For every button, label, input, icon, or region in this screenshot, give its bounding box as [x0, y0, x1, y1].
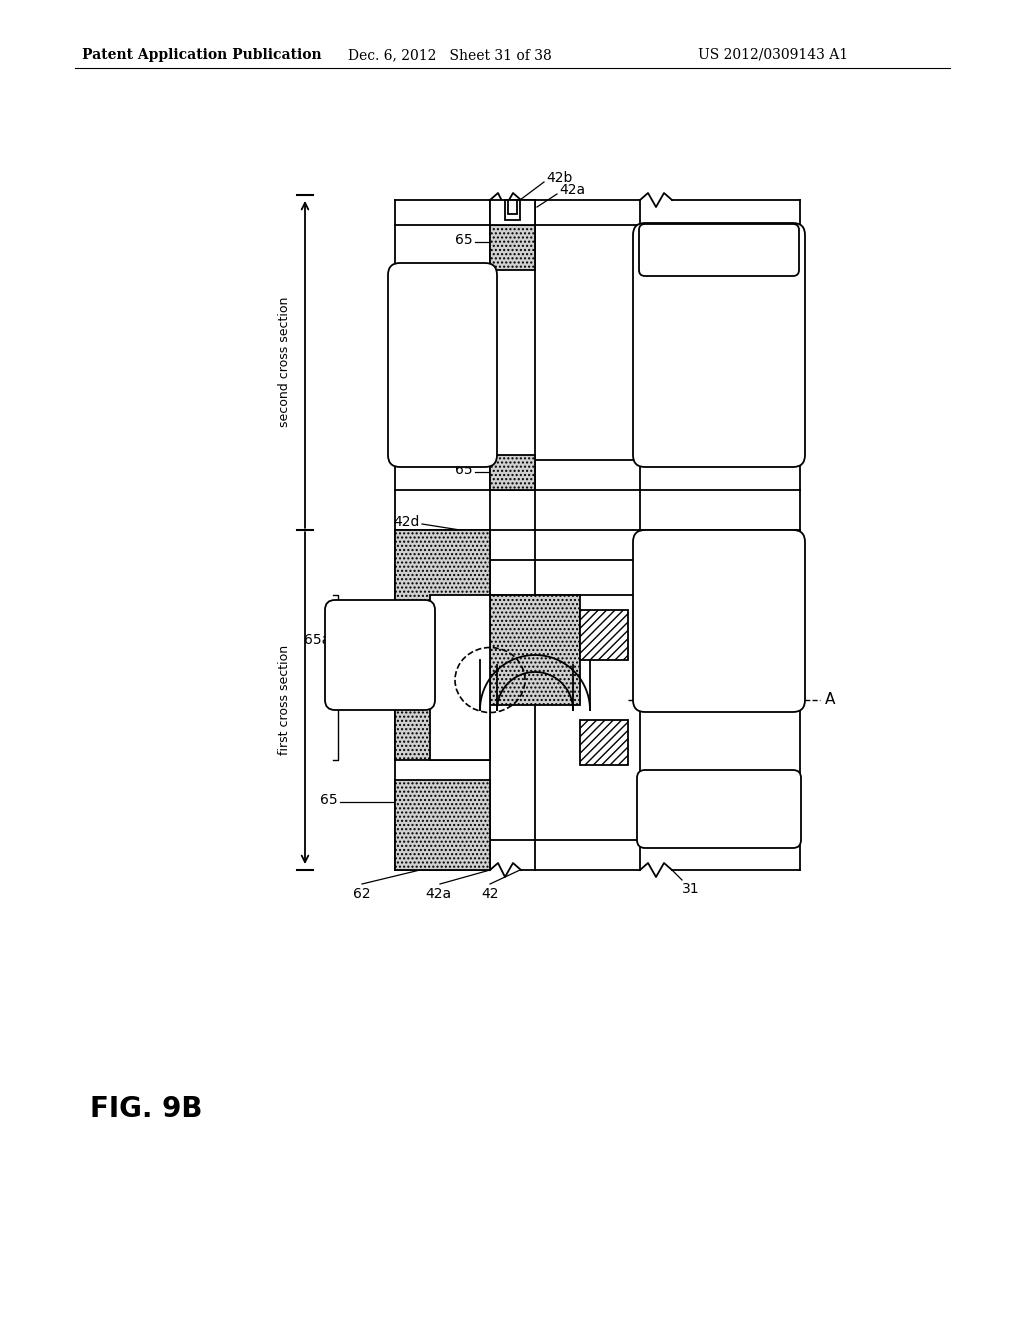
FancyBboxPatch shape — [633, 531, 805, 711]
Bar — [395, 531, 490, 760]
Text: 65: 65 — [435, 628, 453, 642]
Text: A: A — [825, 693, 836, 708]
Bar — [580, 719, 628, 766]
Text: FIG. 9B: FIG. 9B — [90, 1096, 203, 1123]
Text: 42a: 42a — [425, 887, 451, 902]
Text: 42d: 42d — [393, 515, 420, 529]
Text: second cross section: second cross section — [279, 297, 292, 428]
Text: 42b: 42b — [546, 172, 572, 185]
Text: 65: 65 — [456, 234, 473, 247]
Text: 31: 31 — [682, 882, 699, 896]
Text: Patent Application Publication: Patent Application Publication — [82, 48, 322, 62]
Text: 42: 42 — [440, 352, 458, 367]
FancyBboxPatch shape — [325, 601, 435, 710]
Bar — [505, 201, 520, 220]
Text: Dec. 6, 2012   Sheet 31 of 38: Dec. 6, 2012 Sheet 31 of 38 — [348, 48, 552, 62]
Text: 65: 65 — [456, 463, 473, 477]
Text: US 2012/0309143 A1: US 2012/0309143 A1 — [698, 48, 848, 62]
FancyBboxPatch shape — [637, 770, 801, 847]
Text: 42: 42 — [481, 887, 499, 902]
Text: first cross section: first cross section — [279, 645, 292, 755]
Bar — [580, 610, 628, 660]
Text: 65a: 65a — [304, 634, 330, 647]
Bar — [490, 224, 535, 271]
FancyBboxPatch shape — [633, 223, 805, 467]
FancyBboxPatch shape — [639, 224, 799, 276]
Text: 42a: 42a — [559, 183, 585, 197]
Bar — [508, 201, 517, 214]
FancyBboxPatch shape — [388, 263, 497, 467]
Bar — [490, 455, 535, 490]
Bar — [395, 780, 490, 870]
Text: 65: 65 — [321, 793, 338, 807]
Bar — [490, 595, 580, 705]
Bar — [430, 595, 490, 760]
Text: 62: 62 — [353, 887, 371, 902]
Bar — [490, 201, 535, 224]
